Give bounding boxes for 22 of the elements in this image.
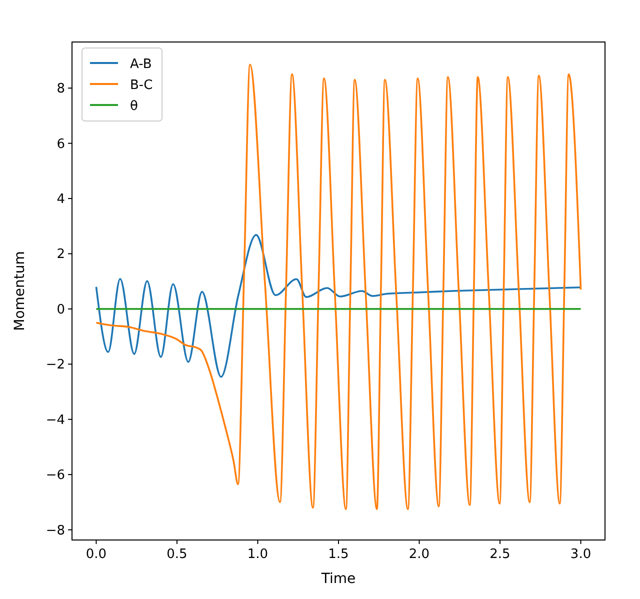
x-tick-label: 2.0 bbox=[408, 547, 430, 562]
x-tick-label: 0.5 bbox=[166, 547, 188, 562]
y-tick-label: −4 bbox=[46, 412, 65, 428]
x-tick-label: 0.0 bbox=[86, 547, 107, 562]
y-tick-label: 6 bbox=[56, 136, 65, 152]
y-tick-label: −2 bbox=[46, 358, 65, 373]
legend-label: θ bbox=[130, 99, 138, 114]
legend-label: A-B bbox=[130, 57, 152, 72]
x-axis-title: Time bbox=[320, 571, 356, 587]
y-tick-label: 8 bbox=[56, 82, 65, 97]
y-tick-label: −8 bbox=[46, 523, 65, 538]
y-tick-label: 4 bbox=[56, 192, 65, 208]
y-tick-label: −6 bbox=[46, 468, 65, 484]
x-tick-label: 1.5 bbox=[328, 547, 349, 562]
line-series bbox=[95, 234, 582, 378]
y-tick-label: 2 bbox=[56, 247, 65, 262]
legend-label: B-C bbox=[130, 78, 153, 93]
y-axis-title: Momentum bbox=[12, 251, 28, 331]
x-tick-label: 1.0 bbox=[247, 547, 268, 562]
x-tick-label: 2.5 bbox=[490, 547, 510, 562]
y-tick-label: 0 bbox=[56, 302, 65, 318]
x-tick-label: 3.0 bbox=[570, 547, 592, 562]
